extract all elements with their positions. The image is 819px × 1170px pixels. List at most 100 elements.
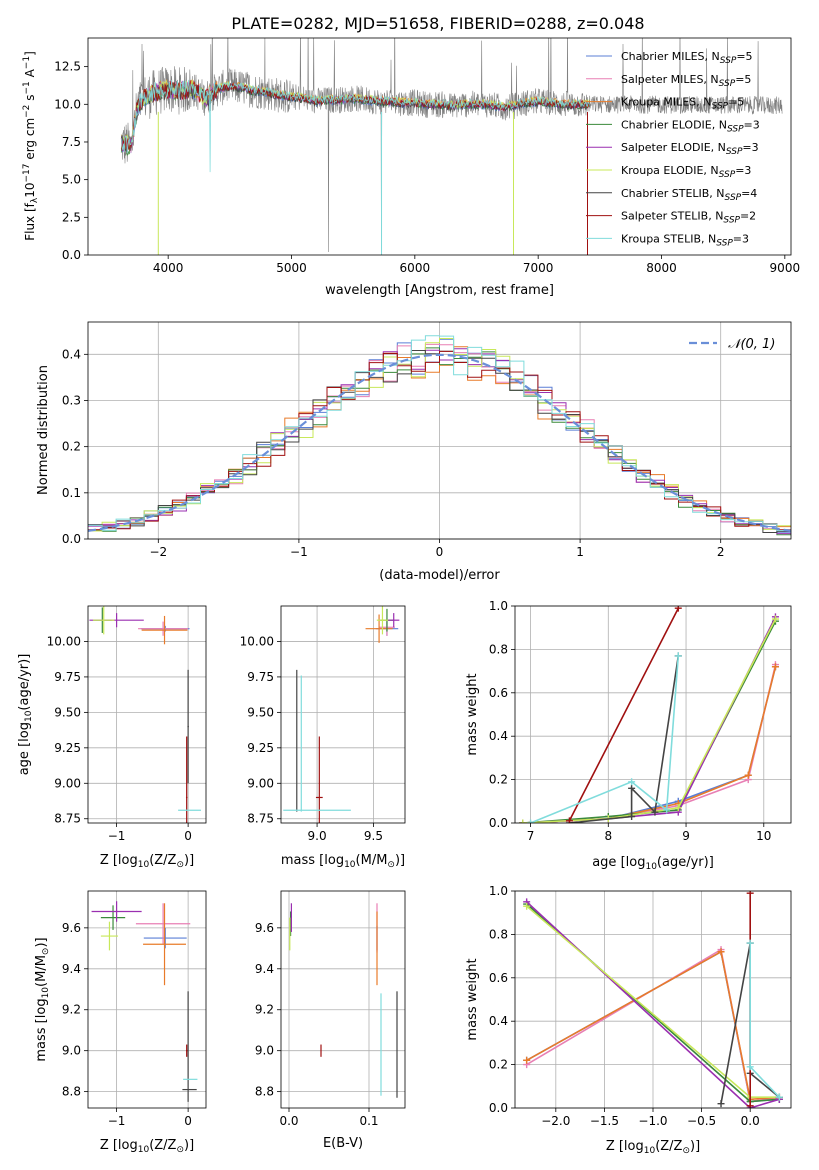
axes-frame bbox=[87, 890, 207, 1109]
y-tick-label: 0.1 bbox=[62, 486, 81, 500]
axes-frame bbox=[280, 605, 406, 824]
mass-weight-marker bbox=[674, 606, 682, 612]
mass-weight-series bbox=[530, 655, 680, 823]
mass-weight-marker bbox=[628, 778, 636, 786]
x-tick-label: 1 bbox=[576, 545, 584, 559]
mass-weight-marker bbox=[651, 808, 659, 816]
error-bar-point bbox=[185, 736, 188, 823]
y-tick-label: 0.8 bbox=[489, 642, 508, 656]
x-tick-label: −1 bbox=[290, 545, 308, 559]
y-tick-label: 0.4 bbox=[489, 729, 508, 743]
mass-weight-marker bbox=[717, 1100, 725, 1108]
y-tick-label: 8.75 bbox=[247, 812, 274, 826]
y-tick-label: 0.2 bbox=[489, 1058, 508, 1072]
error-bar-point bbox=[187, 669, 189, 784]
x-tick-label: −2.0 bbox=[541, 1114, 570, 1128]
mass-weight-marker bbox=[746, 939, 754, 947]
y-tick-label: 0.6 bbox=[489, 971, 508, 985]
y-axis-label: age [log10​(age/yr)] bbox=[17, 654, 34, 776]
y-tick-label: 1.0 bbox=[489, 884, 508, 898]
x-tick-label: 7000 bbox=[523, 261, 554, 275]
error-bar-point bbox=[376, 606, 389, 635]
error-bar-point bbox=[141, 615, 188, 645]
y-tick-label: 9.00 bbox=[54, 776, 81, 790]
panel-mass-vs-EBV: 0.0 0.1 8.8 9.0 9.2 9.4 9.6 E(B-V) bbox=[255, 890, 406, 1151]
y-tick-label: 9.25 bbox=[54, 741, 81, 755]
y-tick-label: 5.0 bbox=[62, 173, 81, 187]
axes-frame bbox=[87, 37, 792, 256]
mass-weight-marker bbox=[746, 891, 754, 897]
plot-area bbox=[88, 335, 791, 536]
axes-frame bbox=[280, 890, 406, 1109]
y-axis-label: mass weight bbox=[465, 958, 480, 1040]
mass-weight-series bbox=[522, 618, 777, 823]
y-tick-label: 9.0 bbox=[62, 1044, 81, 1058]
x-tick-label: 10 bbox=[756, 829, 771, 843]
y-axis-label: mass [log10​(M/M⊙​)] bbox=[34, 937, 51, 1061]
x-tick-label: 9 bbox=[682, 829, 690, 843]
y-tick-label: 10.00 bbox=[47, 634, 81, 648]
y-tick-label: 9.25 bbox=[247, 741, 274, 755]
mass-weight-series bbox=[522, 666, 777, 823]
x-tick-label: 8000 bbox=[646, 261, 677, 275]
y-tick-label: 8.8 bbox=[62, 1085, 81, 1099]
y-tick-label: 9.0 bbox=[255, 1044, 274, 1058]
x-tick-label: −1 bbox=[108, 1114, 126, 1128]
y-axis-label: mass weight bbox=[465, 673, 480, 755]
mass-weight-marker bbox=[663, 806, 671, 814]
x-tick-label: −0.5 bbox=[687, 1114, 716, 1128]
x-tick-label: 9.5 bbox=[364, 829, 383, 843]
error-bar-point bbox=[138, 621, 189, 636]
y-tick-label: 2.5 bbox=[62, 210, 81, 224]
y-tick-label: 0.6 bbox=[489, 686, 508, 700]
y-tick-label: 9.50 bbox=[247, 705, 274, 719]
legend-label: 𝒩(0, 1) bbox=[728, 337, 775, 352]
mass-weight-series bbox=[522, 666, 777, 823]
error-bar-point bbox=[388, 613, 400, 628]
x-tick-label: 2 bbox=[717, 545, 725, 559]
x-tick-label: −1 bbox=[108, 829, 126, 843]
x-axis-label: mass [log10​(M/M⊙​)] bbox=[281, 853, 405, 870]
error-bar-point bbox=[365, 614, 393, 643]
x-axis-label: wavelength [Angstrom, rest frame] bbox=[325, 283, 554, 298]
y-tick-label: 9.6 bbox=[255, 921, 274, 935]
y-tick-label: 0.0 bbox=[489, 816, 508, 830]
panel-spectrum: 4000 5000 6000 7000 8000 9000 0.0 2.5 5.0 7.5 10.0… bbox=[22, 37, 801, 298]
model-spectrum bbox=[120, 82, 591, 153]
mass-weight-series bbox=[522, 616, 777, 823]
y-tick-label: 9.75 bbox=[54, 670, 81, 684]
plots: 4000 5000 6000 7000 8000 90000.02.55.07.510.0… bbox=[17, 37, 801, 1156]
legend-label: Kroupa ELODIE, NSSP​=3 bbox=[621, 164, 751, 180]
y-tick-label: 12.5 bbox=[54, 60, 81, 74]
plot-area bbox=[289, 903, 398, 1098]
model-spectrum bbox=[120, 79, 590, 173]
spectrum-legend: Chabrier MILES, NSSP​=5 Salpeter MILES, N… bbox=[586, 50, 760, 248]
x-tick-label: 0 bbox=[184, 829, 192, 843]
panel-age-vs-Z: −1 0 8.75 9.00 9.25 9.50 9.75 10.00 Z [log10​(Z/… bbox=[17, 605, 207, 870]
x-tick-label: 9.0 bbox=[308, 829, 327, 843]
legend-label: Salpeter ELODIE, NSSP​=3 bbox=[621, 141, 759, 157]
y-tick-label: 9.00 bbox=[247, 776, 274, 790]
plot-area bbox=[283, 606, 400, 823]
y-tick-label: 0.0 bbox=[62, 248, 81, 262]
error-bar-point bbox=[93, 606, 115, 635]
mass-weight-marker bbox=[628, 812, 636, 820]
axes-frame bbox=[87, 605, 207, 824]
panel-mass-weight-vs-age: 7 8 9 10 0.0 0.2 0.4 0.6 0.8 1.0 age [log10​(age/y… bbox=[465, 599, 792, 872]
x-tick-label: 9000 bbox=[770, 261, 801, 275]
error-bar-point bbox=[185, 1044, 188, 1057]
y-tick-label: 10.00 bbox=[240, 634, 274, 648]
y-tick-label: 0.8 bbox=[489, 927, 508, 941]
y-tick-label: 1.0 bbox=[489, 599, 508, 613]
x-tick-label: 6000 bbox=[400, 261, 431, 275]
mass-weight-marker bbox=[744, 771, 752, 779]
x-axis-label: Z [log10​(Z/Z⊙​)] bbox=[100, 1138, 194, 1155]
y-tick-label: 8.8 bbox=[255, 1085, 274, 1099]
x-tick-label: 0.0 bbox=[279, 1114, 298, 1128]
axes-frame bbox=[514, 605, 792, 824]
mass-weight-marker bbox=[746, 1063, 754, 1071]
x-axis-label: age [log10​(age/yr)] bbox=[592, 855, 714, 872]
x-axis-label: Z [log10​(Z/Z⊙​)] bbox=[100, 853, 194, 870]
legend-label: Kroupa STELIB, NSSP​=3 bbox=[621, 232, 749, 248]
